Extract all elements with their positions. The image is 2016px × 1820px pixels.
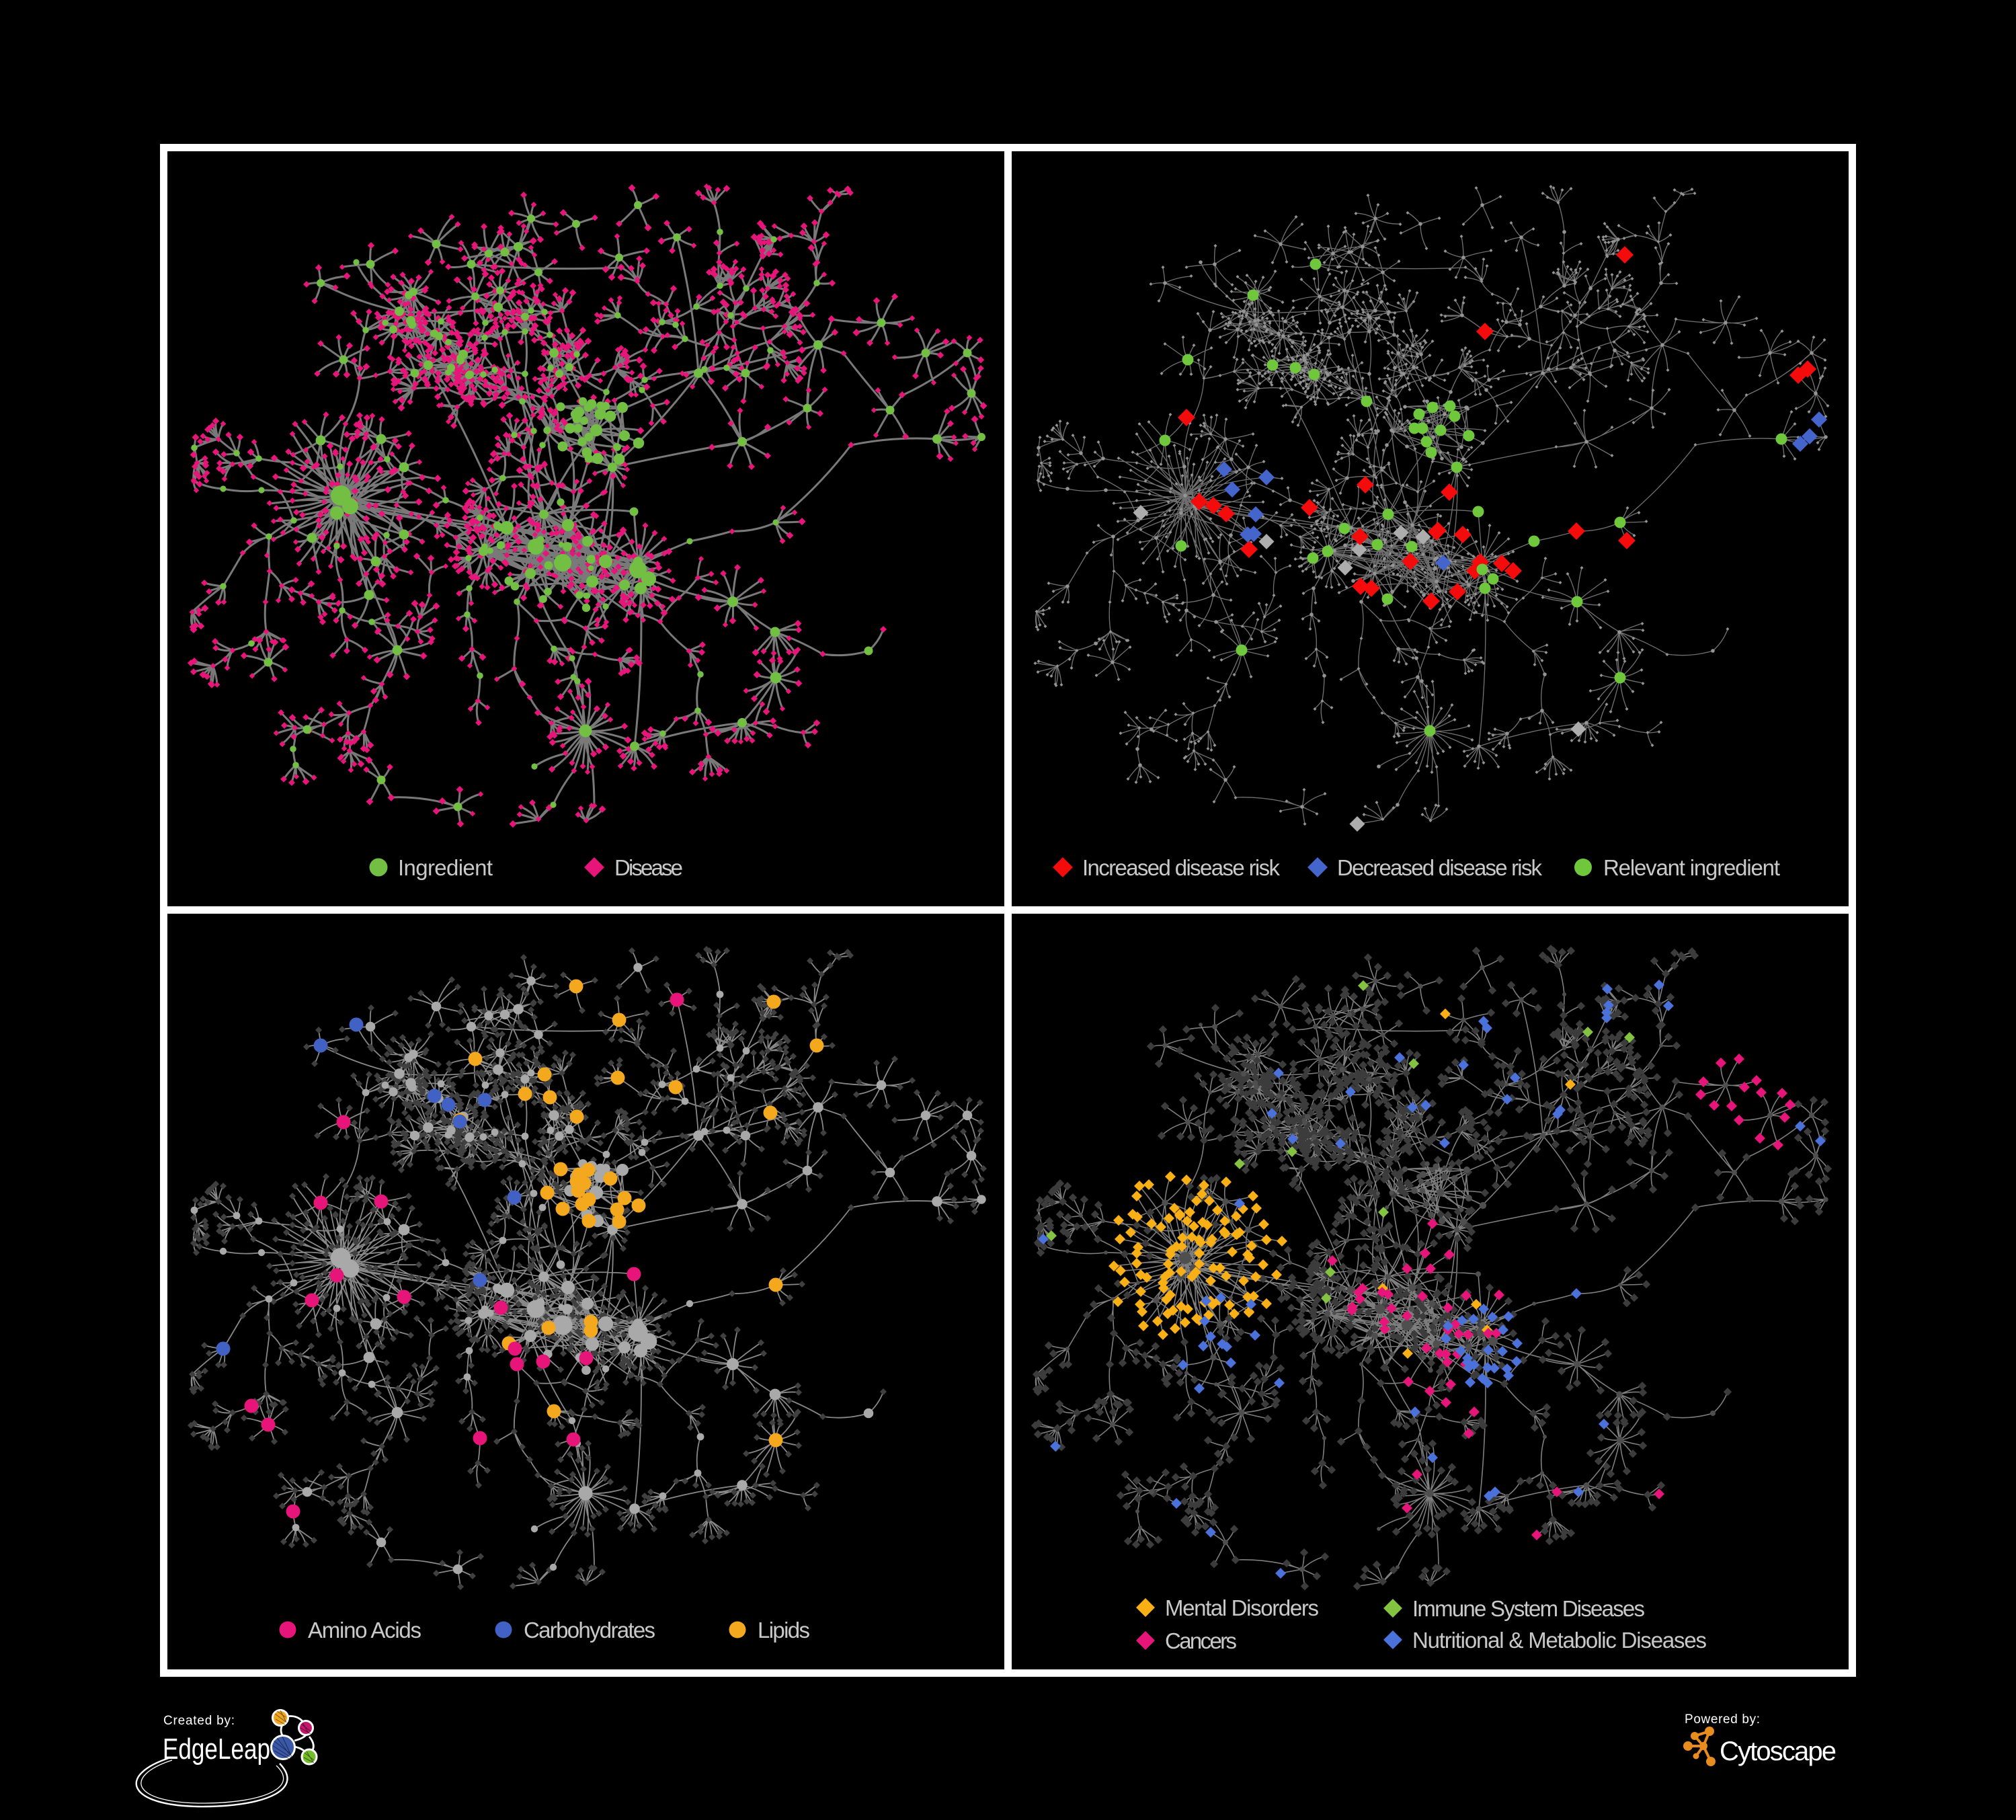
svg-text:Disease: Disease — [614, 855, 683, 880]
svg-text:Lipids: Lipids — [758, 1618, 810, 1643]
svg-text:Relevant ingredient: Relevant ingredient — [1603, 855, 1780, 880]
svg-text:EdgeLeap: EdgeLeap — [163, 1733, 270, 1766]
svg-text:Amino Acids: Amino Acids — [308, 1618, 421, 1643]
svg-text:Increased disease risk: Increased disease risk — [1082, 855, 1281, 880]
svg-text:Carbohydrates: Carbohydrates — [524, 1618, 655, 1643]
svg-text:Immune System Diseases: Immune System Diseases — [1412, 1596, 1645, 1621]
svg-text:Powered by:: Powered by: — [1685, 1712, 1760, 1727]
svg-text:Ingredient: Ingredient — [398, 855, 493, 880]
svg-text:Created by:: Created by: — [163, 1714, 235, 1728]
svg-text:Nutritional & Metabolic Diseas: Nutritional & Metabolic Diseases — [1412, 1628, 1707, 1653]
svg-text:Cancers: Cancers — [1165, 1628, 1237, 1653]
svg-text:Cytoscape: Cytoscape — [1720, 1737, 1837, 1766]
svg-text:Mental Disorders: Mental Disorders — [1165, 1595, 1319, 1620]
svg-text:Decreased disease risk: Decreased disease risk — [1337, 855, 1543, 880]
